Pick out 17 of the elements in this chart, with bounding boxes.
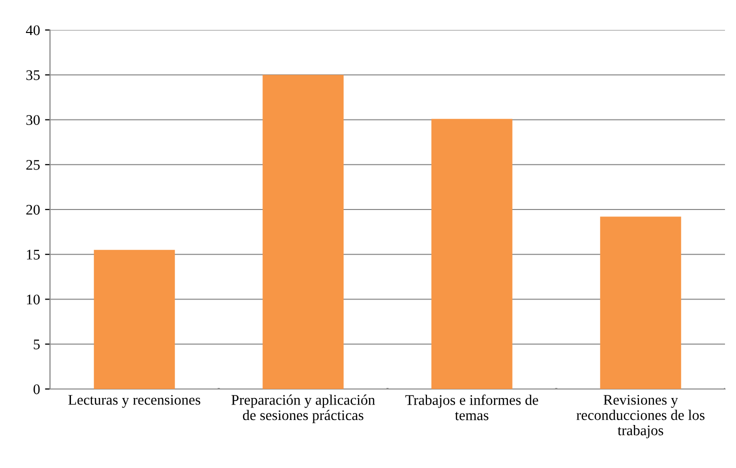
bar xyxy=(600,216,682,389)
bar xyxy=(431,118,512,389)
bar xyxy=(262,74,344,389)
x-tick-label: Revisiones y reconducciones de los trabajos xyxy=(576,394,704,438)
y-tick-label: 15 xyxy=(26,250,40,260)
bar xyxy=(94,250,175,389)
y-tick-label: 10 xyxy=(26,294,40,304)
y-tick-label: 5 xyxy=(34,340,40,350)
y-tick-label: 30 xyxy=(26,115,40,125)
y-tick-label: 25 xyxy=(26,160,40,170)
y-tick-label: 40 xyxy=(26,25,40,36)
y-tick-label: 20 xyxy=(26,204,40,215)
y-tick-label: 35 xyxy=(26,70,40,80)
x-tick-label: Preparación y aplicación de sesiones prácticas xyxy=(231,394,375,424)
x-tick-label: Lecturas y recensiones xyxy=(68,394,200,408)
y-tick-label: 0 xyxy=(34,384,40,394)
x-tick-label: Trabajos e informes de temas xyxy=(405,394,538,420)
